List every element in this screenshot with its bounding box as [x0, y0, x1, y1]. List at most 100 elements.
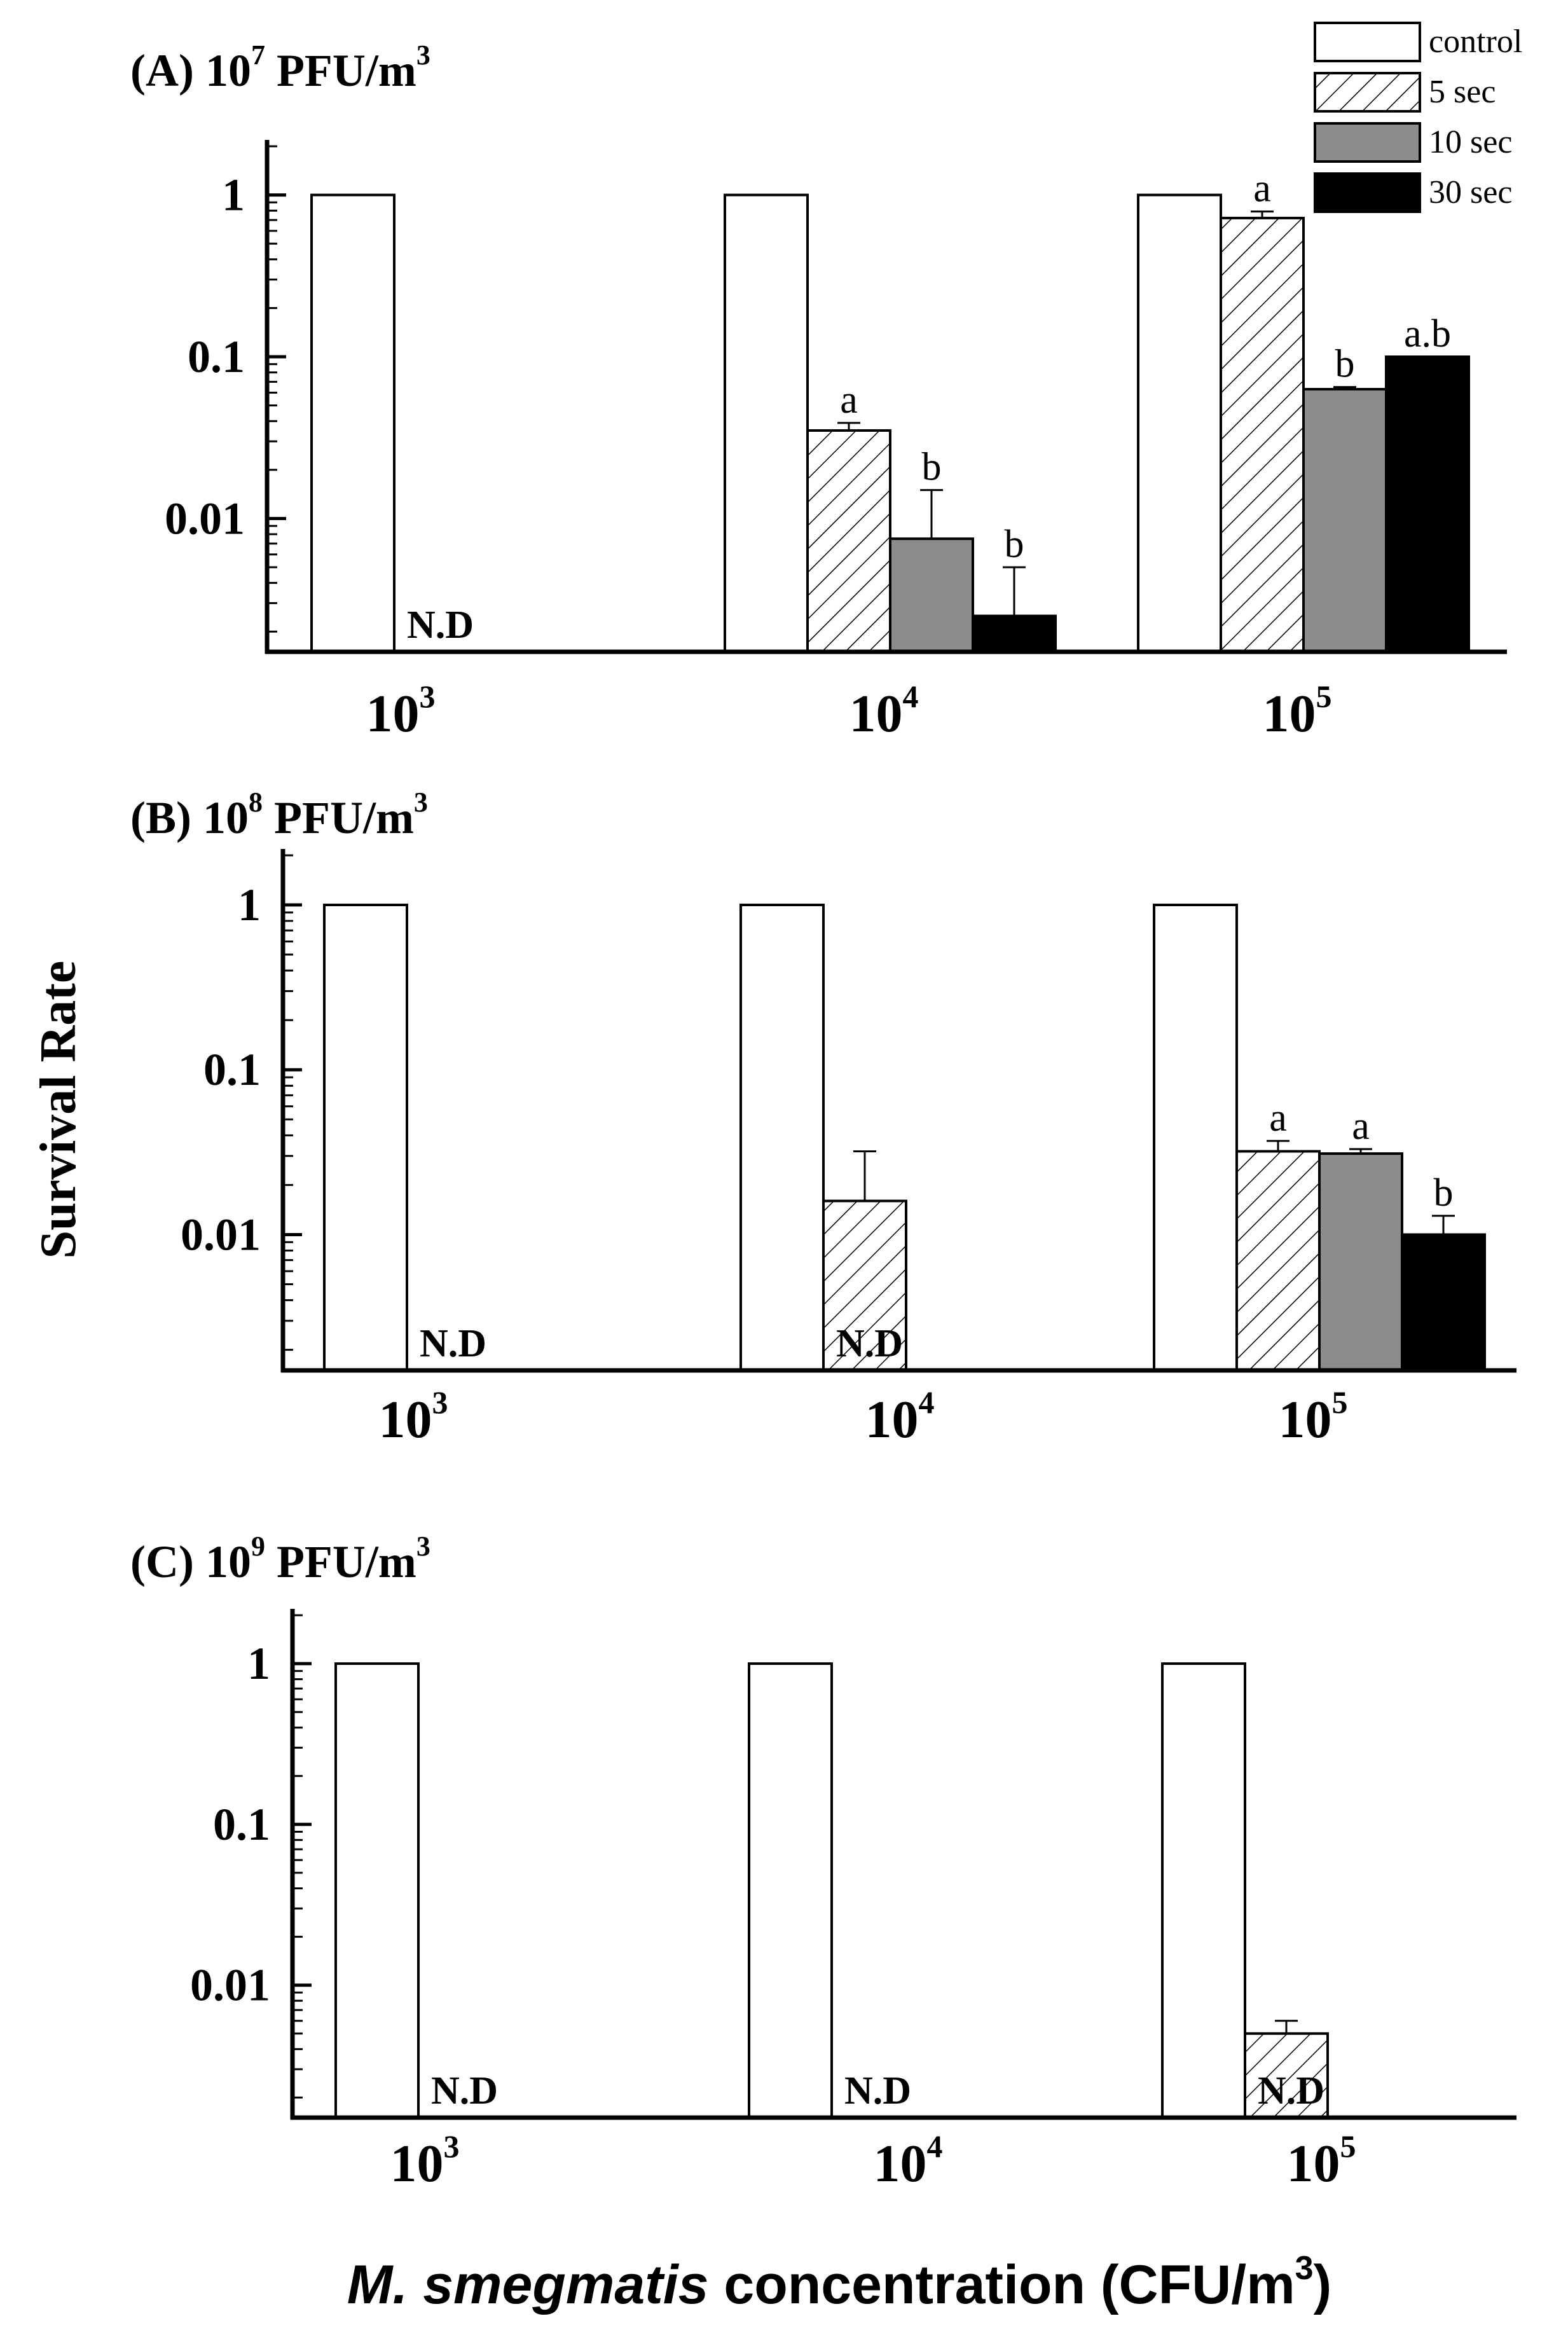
panel-title-prefix: (A) 10 — [130, 45, 251, 96]
x-tick-base: 10 — [379, 1390, 432, 1449]
legend: control 5 sec 10 sec 30 sec — [1314, 22, 1522, 213]
panel-title: (A) 107 PFU/m3 — [130, 39, 430, 96]
legend-label: control — [1429, 24, 1522, 60]
bar-control-2 — [724, 193, 809, 653]
x-axis-label: M. smegmatis concentration (CFU/m3) — [347, 2250, 1331, 2315]
panel-title-sup: 3 — [416, 1531, 430, 1562]
x-tick-exponent: 5 — [1340, 2128, 1356, 2164]
bar-control-3 — [1153, 904, 1238, 1372]
legend-swatch — [1314, 122, 1421, 163]
bar-control-3 — [1137, 193, 1222, 653]
y-tick-label: 1 — [222, 170, 245, 221]
bar-control-3 — [1161, 1662, 1246, 2119]
x-tick-label: 105 — [1263, 679, 1332, 743]
legend-swatch — [1314, 72, 1421, 113]
legend-item-30-sec: 30 sec — [1314, 172, 1512, 213]
x-axis-label-text: concentration (CFU/m — [709, 2254, 1295, 2315]
x-tick-base: 10 — [874, 2134, 927, 2193]
x-axis-label-sup: 3 — [1295, 2250, 1314, 2287]
panel-title: (C) 109 PFU/m3 — [130, 1531, 430, 1587]
x-tick-base: 10 — [1287, 2134, 1340, 2193]
x-tick-base: 10 — [390, 2134, 444, 2193]
significance-letter: a.b — [1404, 312, 1451, 355]
bar-30-sec-2 — [972, 614, 1057, 653]
y-tick-label: 1 — [247, 1638, 270, 1689]
x-tick-base: 10 — [865, 1390, 919, 1449]
x-tick-label: 104 — [865, 1384, 935, 1449]
y-tick-label: 1 — [238, 879, 261, 930]
x-tick-base: 10 — [1279, 1390, 1332, 1449]
nd-label: N.D — [844, 2069, 911, 2113]
significance-letter: b — [1434, 1171, 1454, 1215]
figure-labels: Survival Rate M. smegmatis concentration… — [31, 961, 1331, 2315]
panel-title-suffix: PFU/m — [263, 792, 414, 843]
bar-10-sec-3 — [1302, 388, 1387, 653]
x-tick-exponent: 3 — [420, 679, 436, 714]
x-tick-exponent: 4 — [927, 2128, 943, 2164]
x-tick-exponent: 4 — [919, 1384, 935, 1420]
x-tick-exponent: 5 — [1332, 1384, 1348, 1420]
x-tick-label: 105 — [1287, 2128, 1356, 2193]
bar-5-sec-2 — [806, 429, 891, 653]
bar-control-2 — [748, 1662, 833, 2119]
x-tick-base: 10 — [1263, 684, 1316, 743]
y-tick-label: 0.01 — [165, 493, 245, 544]
bar-10-sec-3 — [1318, 1152, 1403, 1372]
x-tick-label: 104 — [874, 2128, 943, 2193]
x-tick-exponent: 5 — [1316, 679, 1332, 714]
x-tick-base: 10 — [849, 684, 903, 743]
bar-5-sec-3 — [1235, 1150, 1321, 1372]
panel-title-sup: 3 — [416, 39, 430, 71]
x-tick-base: 10 — [366, 684, 420, 743]
panel-title-prefix: (C) 10 — [130, 1536, 251, 1587]
y-tick-label: 0.1 — [203, 1044, 261, 1095]
bar-30-sec-3 — [1385, 355, 1470, 653]
significance-letter: b — [922, 446, 942, 489]
legend-item-5-sec: 5 sec — [1314, 72, 1496, 113]
bar-control-1 — [323, 904, 408, 1372]
x-tick-exponent: 3 — [444, 2128, 460, 2164]
bar-control-1 — [334, 1662, 420, 2119]
significance-letter: a — [1352, 1105, 1370, 1148]
nd-label: N.D — [420, 1322, 486, 1365]
significance-letter: a — [840, 378, 858, 422]
panel-title: (B) 108 PFU/m3 — [130, 787, 428, 843]
legend-swatch — [1314, 172, 1421, 213]
nd-label: N.D — [836, 1322, 903, 1365]
y-tick-label: 0.1 — [213, 1799, 270, 1850]
bar-10-sec-2 — [889, 537, 974, 653]
panel-title-exponent: 8 — [249, 787, 263, 818]
x-tick-label: 103 — [390, 2128, 460, 2193]
y-axis-label: Survival Rate — [31, 961, 86, 1259]
significance-letter: a — [1269, 1096, 1287, 1140]
nd-label: N.D — [407, 603, 474, 647]
panel-title-exponent: 7 — [251, 39, 265, 71]
significance-letter: a — [1253, 167, 1271, 210]
x-tick-exponent: 3 — [432, 1384, 448, 1420]
legend-label: 5 sec — [1429, 74, 1496, 110]
bar-5-sec-3 — [1220, 216, 1305, 653]
x-tick-label: 103 — [379, 1384, 448, 1449]
significance-letter: b — [1335, 343, 1355, 386]
legend-swatch — [1314, 22, 1421, 62]
x-tick-label: 105 — [1279, 1384, 1348, 1449]
panel-title-prefix: (B) 10 — [130, 792, 249, 843]
legend-item-10-sec: 10 sec — [1314, 122, 1512, 163]
panel-title-suffix: PFU/m — [265, 1536, 416, 1587]
bar-5-sec-3 — [1244, 2032, 1329, 2120]
bar-30-sec-3 — [1401, 1233, 1486, 1372]
y-tick-label: 0.01 — [181, 1209, 261, 1260]
panel-title-exponent: 9 — [251, 1531, 265, 1562]
nd-label: N.D — [431, 2069, 498, 2113]
y-tick-label: 0.01 — [190, 1960, 270, 2011]
significance-letter: b — [1005, 523, 1024, 566]
panel-title-sup: 3 — [414, 787, 428, 818]
x-axis-label-italic: M. smegmatis — [347, 2254, 709, 2315]
bar-control-2 — [739, 904, 825, 1372]
legend-label: 30 sec — [1429, 174, 1512, 210]
bar-control-1 — [310, 193, 395, 653]
